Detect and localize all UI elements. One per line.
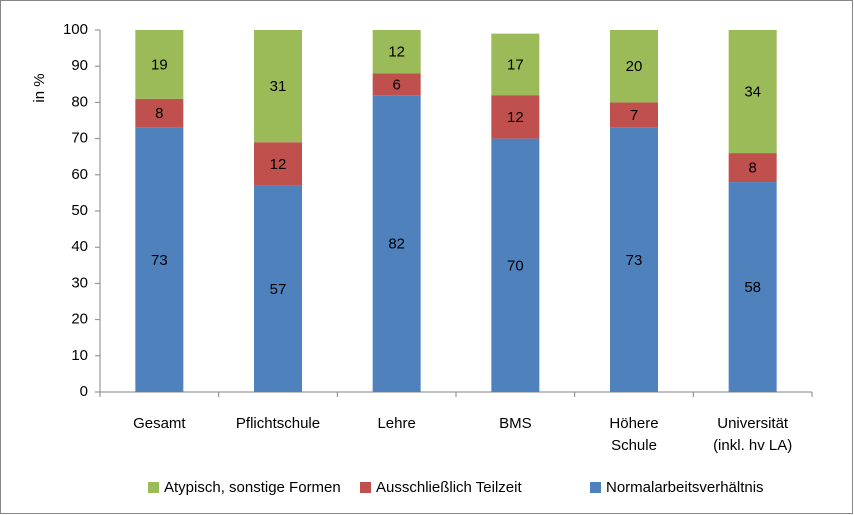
bar-segment <box>610 30 658 103</box>
bar-segment <box>728 153 777 183</box>
bar-segment <box>254 142 302 186</box>
data-label: 7 <box>630 107 638 124</box>
data-label: 31 <box>270 78 287 95</box>
data-label: 12 <box>388 44 405 61</box>
bar-segment <box>491 95 540 139</box>
bar-segment <box>728 182 777 392</box>
data-label: 12 <box>507 109 524 126</box>
y-tick-label: 80 <box>71 93 88 110</box>
x-tick-label: Universität <box>717 415 789 432</box>
bar-segment <box>610 102 658 128</box>
legend-label: Atypisch, sonstige Formen <box>164 479 341 496</box>
x-tick-label: BMS <box>499 415 532 432</box>
data-label: 17 <box>507 56 524 73</box>
data-label: 34 <box>744 84 761 101</box>
x-tick-label: Pflichtschule <box>236 415 320 432</box>
bar-segment <box>254 30 302 143</box>
x-tick-label: Gesamt <box>133 415 186 432</box>
bar-segment <box>135 98 184 128</box>
bar-segment <box>135 30 184 99</box>
data-label: 6 <box>392 76 400 93</box>
legend-swatch <box>590 482 601 493</box>
data-label: 70 <box>507 257 524 274</box>
x-tick-label: Lehre <box>377 415 415 432</box>
y-tick-label: 0 <box>80 383 88 400</box>
data-label: 8 <box>155 105 163 122</box>
y-tick-label: 70 <box>71 130 88 147</box>
legend-label: Ausschließlich Teilzeit <box>376 479 522 496</box>
bar-segment <box>135 127 184 393</box>
y-tick-label: 100 <box>63 21 88 38</box>
data-label: 82 <box>388 236 405 253</box>
data-label: 19 <box>151 56 168 73</box>
y-axis-label: in % <box>31 73 48 102</box>
y-tick-label: 60 <box>71 166 88 183</box>
data-label: 58 <box>744 279 761 296</box>
data-label: 8 <box>748 160 756 177</box>
bar-segment <box>254 185 302 392</box>
data-label: 73 <box>151 252 168 269</box>
y-tick-label: 50 <box>71 202 88 219</box>
bar-segment <box>610 127 658 393</box>
bar-segment <box>372 30 421 74</box>
bar-segment <box>728 30 777 154</box>
bar-segment <box>372 95 421 392</box>
bar-segment <box>491 138 540 392</box>
data-label: 20 <box>626 58 643 75</box>
x-tick-label: Schule <box>611 437 657 454</box>
bar-segment <box>491 33 540 96</box>
y-tick-label: 10 <box>71 347 88 364</box>
data-label: 12 <box>270 156 287 173</box>
y-tick-label: 40 <box>71 238 88 255</box>
data-label: 73 <box>626 252 643 269</box>
legend-swatch <box>360 482 371 493</box>
x-tick-label: Höhere <box>609 415 658 432</box>
y-tick-label: 30 <box>71 274 88 291</box>
x-tick-label: (inkl. hv LA) <box>713 437 792 454</box>
data-label: 57 <box>270 281 287 298</box>
legend-swatch <box>148 482 159 493</box>
legend-label: Normalarbeitsverhältnis <box>606 479 764 496</box>
bar-segment <box>372 73 421 96</box>
y-tick-label: 20 <box>71 311 88 328</box>
y-tick-label: 90 <box>71 57 88 74</box>
